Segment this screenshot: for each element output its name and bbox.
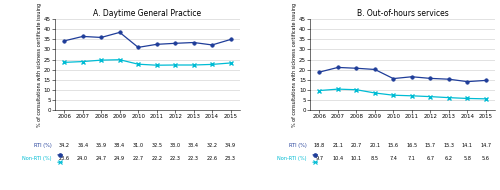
Y-axis label: % of consultations with sickness certificate issuing: % of consultations with sickness certifi… <box>37 2 42 127</box>
Title: B. Out-of-hours services: B. Out-of-hours services <box>356 9 448 18</box>
Title: A. Daytime General Practice: A. Daytime General Practice <box>94 9 202 18</box>
Y-axis label: % of consultations with sickness certificate issuing: % of consultations with sickness certifi… <box>292 2 297 127</box>
